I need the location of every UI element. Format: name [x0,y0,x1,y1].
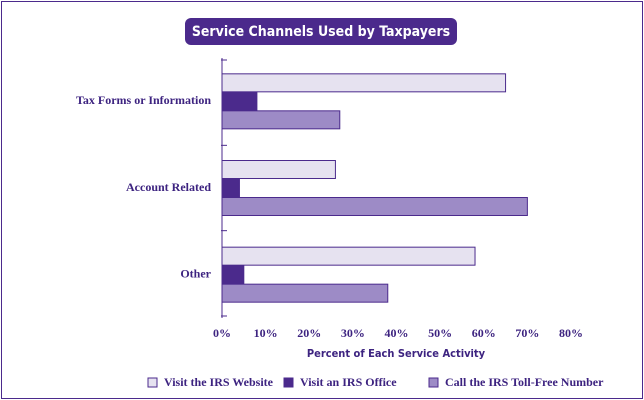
legend-label: Visit the IRS Website [164,375,274,389]
x-tick-label: 20% [297,326,321,340]
y-tick-label: Account Related [126,180,211,194]
chart-title: Service Channels Used by Taxpayers [192,24,450,40]
legend-swatch [147,377,158,388]
x-axis-title: Percent of Each Service Activity [307,347,486,360]
bar [221,265,245,285]
y-tick-label: Other [180,266,211,280]
legend-swatch [428,377,439,388]
title-banner [185,18,457,45]
bar [221,91,258,111]
bar [221,197,528,216]
x-tick-label: 60% [472,326,496,340]
legend-label: Call the IRS Toll-Free Number [445,375,604,389]
bar [221,110,341,130]
bar [221,283,389,303]
x-tick-label: 30% [341,326,365,340]
bar [221,160,336,179]
legend-swatch [283,377,294,388]
x-tick-label: 70% [515,326,539,340]
bar [221,246,476,266]
x-tick-label: 0% [213,326,231,340]
y-tick-label: Tax Forms or Information [76,93,211,107]
x-tick-label: 10% [254,326,278,340]
x-tick-label: 80% [559,326,583,340]
x-tick-label: 40% [385,326,409,340]
bar [221,178,240,198]
x-tick-label: 50% [428,326,452,340]
legend-label: Visit an IRS Office [300,375,397,389]
bar [221,73,507,93]
